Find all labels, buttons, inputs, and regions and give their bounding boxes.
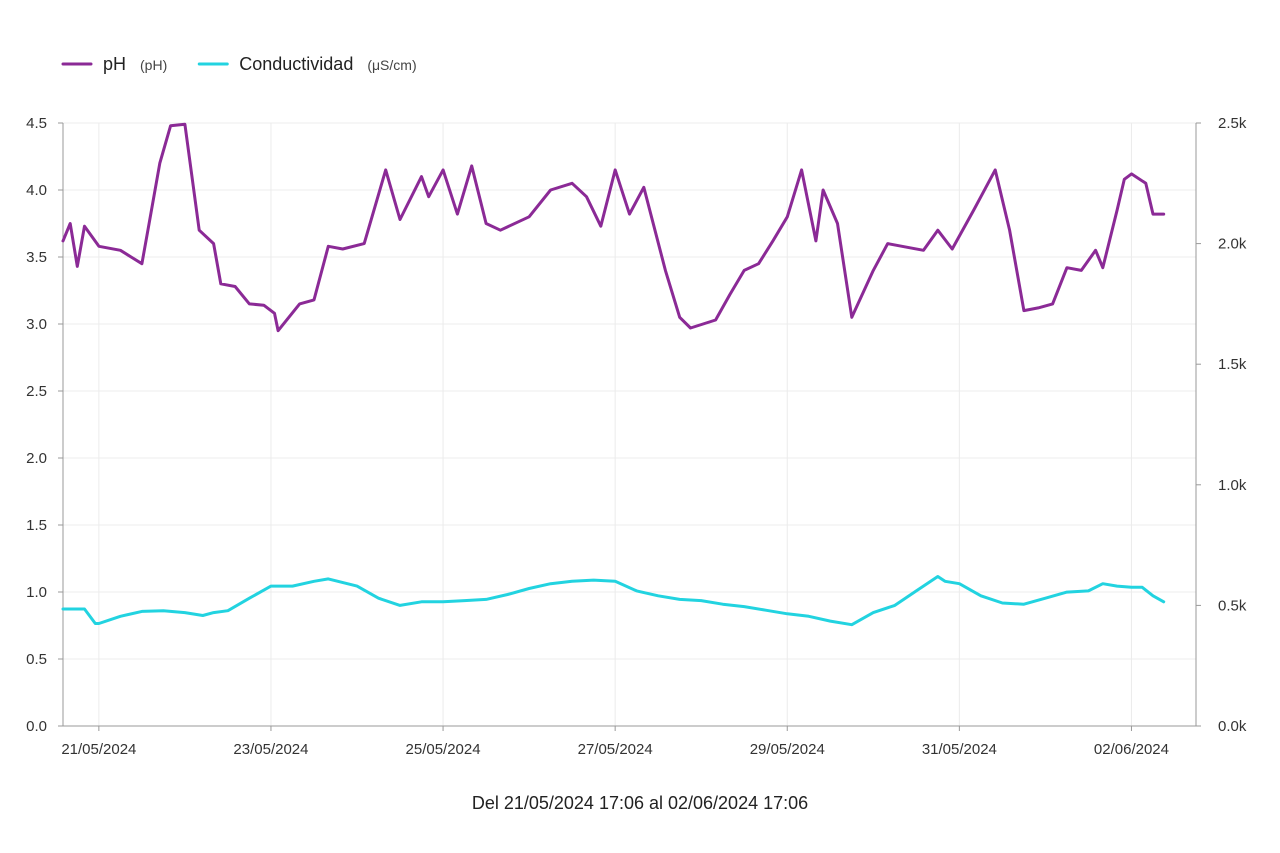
y-left-tick-label: 1.5	[26, 517, 47, 534]
y-left-tick-label: 0.5	[26, 651, 47, 668]
legend-name-conductividad: Conductividad	[239, 54, 353, 74]
x-tick-label: 31/05/2024	[922, 741, 997, 758]
legend: pH (pH) Conductividad (μS/cm)	[61, 54, 417, 74]
y-left-tick-label: 2.0	[26, 450, 47, 467]
series-line-conductividad	[61, 575, 1166, 627]
x-tick-label: 21/05/2024	[61, 741, 136, 758]
legend-name-ph: pH	[103, 54, 126, 74]
y-left-tick-label: 2.5	[26, 383, 47, 400]
x-tick-label: 25/05/2024	[406, 741, 481, 758]
x-tick-label: 29/05/2024	[750, 741, 825, 758]
date-range-label: Del 21/05/2024 17:06 al 02/06/2024 17:06	[471, 793, 809, 813]
x-tick-label: 27/05/2024	[578, 741, 653, 758]
y-right-tick-label: 0.5k	[1218, 597, 1247, 614]
legend-unit-ph: (pH)	[140, 57, 167, 73]
grid	[63, 122, 1196, 727]
y-right-tick-label: 2.0k	[1218, 236, 1247, 253]
y-left-tick-label: 3.0	[26, 316, 47, 333]
series-line-ph	[61, 122, 1166, 333]
y-left-tick-label: 1.0	[26, 584, 47, 601]
y-left-tick-label: 0.0	[26, 718, 47, 735]
series-layer	[61, 122, 1166, 627]
y-right-tick-label: 2.5k	[1218, 115, 1247, 132]
legend-unit-conductividad: (μS/cm)	[367, 57, 416, 73]
y-left-tick-label: 4.5	[26, 115, 47, 132]
y-right-tick-label: 1.5k	[1218, 356, 1247, 373]
y-left-tick-label: 3.5	[26, 249, 47, 266]
y-left-tick-label: 4.0	[26, 182, 47, 199]
axes: 0.0 0.5 1.0 1.5 2.0 2.5 3.0 3.5 4.0 4.5 0.0k 0.5k 1.…	[26, 115, 1247, 758]
x-tick-label: 02/06/2024	[1094, 741, 1169, 758]
y-right-tick-label: 1.0k	[1218, 477, 1247, 494]
x-tick-label: 23/05/2024	[233, 741, 308, 758]
y-right-tick-label: 0.0k	[1218, 718, 1247, 735]
